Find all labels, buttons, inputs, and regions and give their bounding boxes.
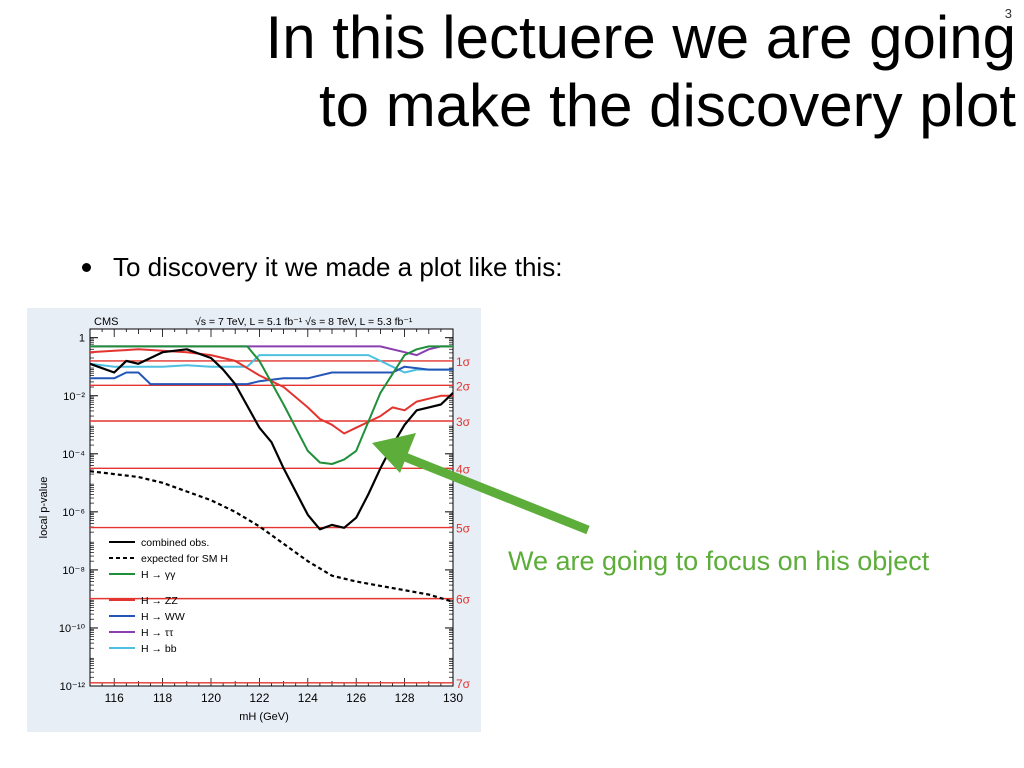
sigma-label: 5σ [456,522,471,536]
discovery-plot: 1 10⁻² 10⁻⁴ 10⁻⁶ 10⁻⁸ 10⁻¹⁰ 10⁻¹² 116 118 120 122 1… [27,308,481,732]
y-axis-label: local p-value [38,477,50,539]
y-tick-label: 1 [79,333,85,345]
sigma-label: 4σ [456,462,471,476]
legend-label: H → γγ [141,569,176,581]
slide-title-line-2: to make the discovery plot [318,72,1016,139]
legend-label: H → ττ [141,627,174,639]
legend-label: combined obs. [141,537,209,549]
legend-label: expected for SM H [141,553,228,565]
x-tick-label: 120 [201,691,221,705]
y-tick-label: 10⁻⁶ [62,507,85,519]
y-tick-label: 10⁻⁸ [62,565,85,577]
discovery-plot-svg: 1 10⁻² 10⁻⁴ 10⁻⁶ 10⁻⁸ 10⁻¹⁰ 10⁻¹² 116 118 120 122 1… [38,316,471,723]
experiment-label: CMS [94,316,118,328]
y-tick-label: 10⁻¹² [60,681,86,693]
sigma-label: 3σ [456,415,471,429]
plot-frame [89,328,454,687]
legend-label: H → WW [141,611,185,623]
bullet-dot-icon [82,263,91,272]
x-tick-label: 130 [443,691,463,705]
y-tick-label: 10⁻¹⁰ [59,623,86,635]
slide-title-line-1: In this lectuere we are going [265,4,1016,71]
header-label: √s = 7 TeV, L = 5.1 fb⁻¹ √s = 8 TeV, L =… [195,316,413,328]
sigma-label: 1σ [456,355,471,369]
x-tick-label: 122 [249,691,269,705]
page-number: 3 [1004,6,1012,21]
x-tick-label: 124 [298,691,318,705]
y-tick-label: 10⁻² [63,391,85,403]
legend-label: H → ZZ [141,595,178,607]
annotation-text: We are going to focus on his object [508,546,930,576]
sigma-label: 2σ [456,379,471,393]
sigma-label: 7σ [456,677,471,691]
bullet-text: To discovery it we made a plot like this… [113,252,563,282]
x-tick-label: 116 [105,691,124,705]
sigma-label: 6σ [456,593,471,607]
series-line [89,470,454,603]
legend-label: H → bb [141,643,177,655]
series-line [89,348,454,531]
bullet-item: To discovery it we made a plot like this… [82,252,562,283]
series-line [89,354,453,374]
series-line [90,345,453,465]
x-tick-label: 126 [346,691,366,705]
x-axis-label: mH (GeV) [239,711,289,723]
x-tick-label: 128 [395,691,415,705]
x-tick-label: 118 [153,691,172,705]
slide-title: In this lectuere we are going to make th… [266,4,1016,140]
y-tick-label: 10⁻⁴ [62,449,85,461]
